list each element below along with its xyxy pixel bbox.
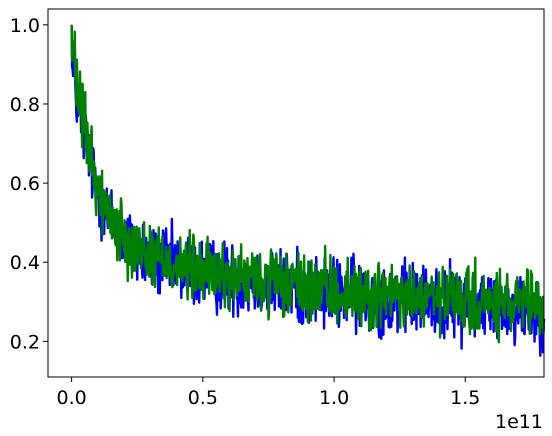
y-tick-label: 1.0 [10,15,40,37]
y-tick-label: 0.4 [10,252,40,274]
y-tick-label: 0.8 [10,94,40,116]
x-tick-label: 0.5 [188,387,218,409]
y-tick-label: 0.6 [10,173,40,195]
series-layer [70,24,546,357]
y-tick-label: 0.2 [10,331,40,353]
x-axis-offset-label: 1e11 [495,411,543,433]
x-axis-ticks: 0.0 0.5 1.0 1.5 [57,377,480,409]
series-line-2 [70,24,546,344]
x-tick-label: 0.0 [57,387,87,409]
x-tick-label: 1.5 [450,387,480,409]
plot-frame [47,8,545,378]
y-axis-ticks: 0.2 0.4 0.6 0.8 1.0 [10,15,48,353]
x-tick-label: 1.0 [319,387,349,409]
